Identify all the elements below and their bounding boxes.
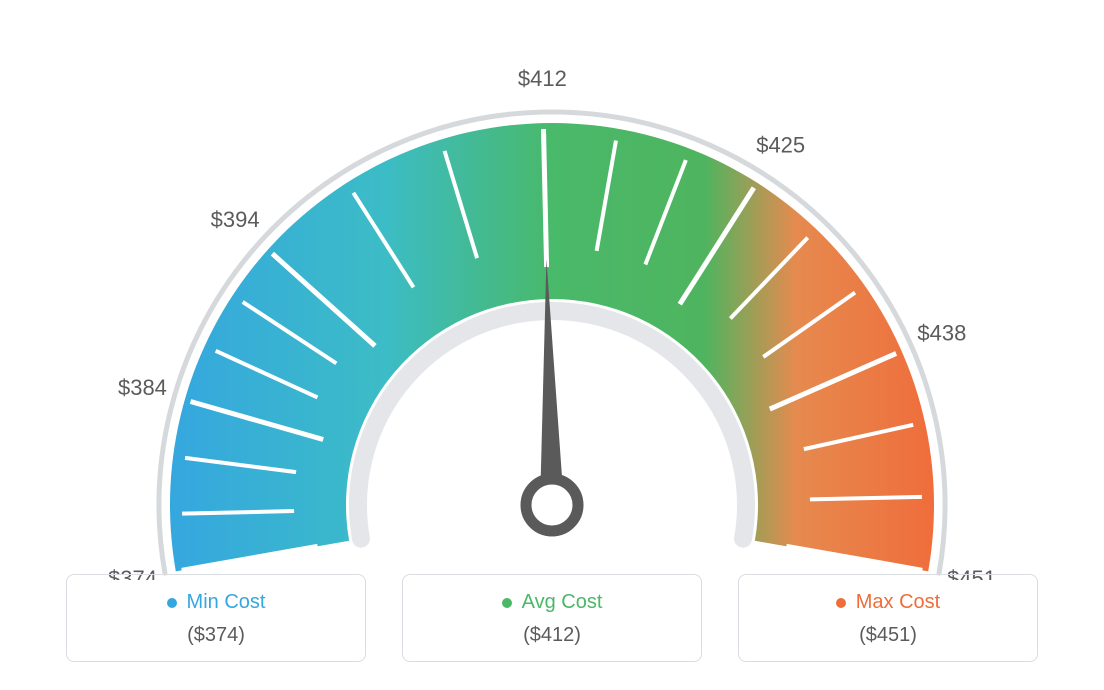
dot-max (836, 598, 846, 608)
legend-card-min: Min Cost ($374) (66, 574, 366, 662)
gauge-area: $374$384$394$412$425$438$451 (52, 30, 1052, 580)
dot-min (167, 598, 177, 608)
dot-avg (502, 598, 512, 608)
needle-hub (526, 479, 578, 531)
legend-row: Min Cost ($374) Avg Cost ($412) Max Cost… (0, 574, 1104, 662)
tick-label: $394 (211, 207, 260, 232)
major-tick (543, 129, 546, 267)
legend-label-avg: Avg Cost (502, 591, 603, 614)
tick-label: $425 (756, 133, 805, 158)
tick-label: $384 (118, 375, 167, 400)
legend-value-max: ($451) (739, 624, 1037, 647)
legend-text-max: Max Cost (856, 591, 940, 614)
tick-label: $412 (518, 66, 567, 91)
legend-value-min: ($374) (67, 624, 365, 647)
gauge-svg: $374$384$394$412$425$438$451 (52, 30, 1052, 580)
legend-label-max: Max Cost (836, 591, 940, 614)
legend-label-min: Min Cost (167, 591, 266, 614)
legend-text-avg: Avg Cost (522, 591, 603, 614)
legend-card-max: Max Cost ($451) (738, 574, 1038, 662)
legend-value-avg: ($412) (403, 624, 701, 647)
minor-tick (182, 511, 294, 514)
cost-gauge-chart: $374$384$394$412$425$438$451 Min Cost ($… (0, 0, 1104, 690)
legend-card-avg: Avg Cost ($412) (402, 574, 702, 662)
legend-text-min: Min Cost (187, 591, 266, 614)
minor-tick (810, 497, 922, 499)
tick-label: $438 (917, 320, 966, 345)
